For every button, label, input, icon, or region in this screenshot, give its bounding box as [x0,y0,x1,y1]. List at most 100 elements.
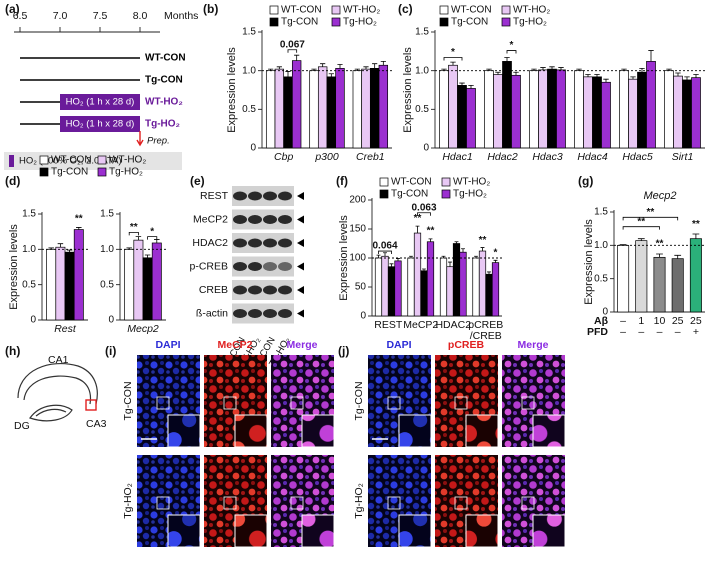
bar [628,78,638,149]
roi-box [387,496,401,510]
bar [439,70,449,149]
blot-band [278,309,292,318]
blot-band [233,262,247,271]
y-tick-label: 1.5 [415,27,429,38]
roi-box [223,496,237,510]
panel-label: (f) [336,174,348,188]
channel-label: DAPI [386,339,411,351]
bracket [147,236,158,240]
bracket [128,231,139,236]
bar [493,74,503,149]
bracket [378,250,392,255]
panel-label: (c) [398,2,413,16]
error-bar [495,71,501,75]
panel-label: (g) [578,174,593,188]
bar [601,81,611,149]
protein-label: REST [200,190,229,202]
blot-band [248,309,262,318]
error-bar [693,74,699,78]
treatment-label: HO₂ (1 h x 28 d) [66,97,135,108]
blot-band [248,285,262,295]
bar [502,61,512,149]
timeline-tick-label: 8.0 [133,10,148,22]
blot-band [248,215,262,224]
legend-swatch [269,5,279,15]
legend-label: WT-CON [281,5,322,16]
error-bar [154,239,160,243]
bar [466,88,476,149]
panel-label: (e) [190,174,205,188]
error-bar [603,78,609,83]
bar [664,70,674,149]
legend-swatch [439,17,449,27]
bar [142,257,153,321]
y-tick-label: 1.0 [242,65,256,76]
legend-swatch [439,5,449,15]
bar [413,232,422,317]
annotation: ** [414,213,422,224]
bar [673,75,683,149]
legend-label: Tg-HO₂ [453,189,487,200]
band-arrow [297,239,304,247]
bar [619,70,629,149]
protein-label: ß-actin [196,307,228,319]
channel-label: Merge [518,339,549,351]
zoom-inset [234,514,268,548]
bar [407,257,415,317]
annotation: * [150,226,154,237]
bracket [622,216,679,221]
annotation: ** [656,238,664,249]
y-tick-label: 150 [349,224,366,235]
y-tick-label: 0 [30,315,36,326]
y-tick-label: 0.5 [100,279,114,290]
blot-band [263,215,277,224]
legend-label: Tg-CON [281,17,318,28]
legend-swatch [441,177,451,187]
x-tick-label: pCREB /CREB [468,319,504,342]
blot-band [263,238,277,248]
blot-band [278,191,292,201]
error-bar [454,241,459,244]
error-bar [376,254,381,258]
annotation: ** [427,226,435,237]
y-axis-label: Expression levels [8,224,20,310]
error-bar [135,236,142,241]
channel-label: pCREB [448,339,485,351]
error-bar [57,243,64,248]
roi-box [223,396,237,410]
legend-swatch [269,17,279,27]
band-arrow [297,192,304,200]
y-tick-label: 1.5 [242,27,256,38]
zoom-inset [532,414,566,448]
legend-swatch [379,177,389,187]
bar [361,68,371,149]
ca-outline [17,362,98,405]
row-label: Aβ [594,315,608,327]
protein-label: HDAC2 [192,237,228,249]
timeline-tick-label: 7.5 [93,10,108,22]
annotation: ** [692,219,700,230]
blot-band [278,238,292,248]
bar [617,244,630,313]
roi-box [521,496,535,510]
error-bar [487,271,491,275]
bar [439,257,448,317]
region-label: CA3 [86,418,107,430]
row-label: Tg-CON [122,381,134,420]
error-bar [493,259,498,263]
bar [691,77,701,149]
row-label: Tg-HO₂ [122,483,134,519]
error-bar [66,249,73,253]
legend-swatch [331,5,341,15]
x-tick-label: – [656,326,663,338]
bar [637,71,647,149]
error-bar [422,268,426,271]
dg-outline [29,404,73,422]
bar [459,251,467,317]
bar [265,70,276,149]
bar [46,248,57,321]
x-tick-label: Hdac3 [532,151,563,163]
bar [484,70,494,149]
error-bar [459,82,465,86]
